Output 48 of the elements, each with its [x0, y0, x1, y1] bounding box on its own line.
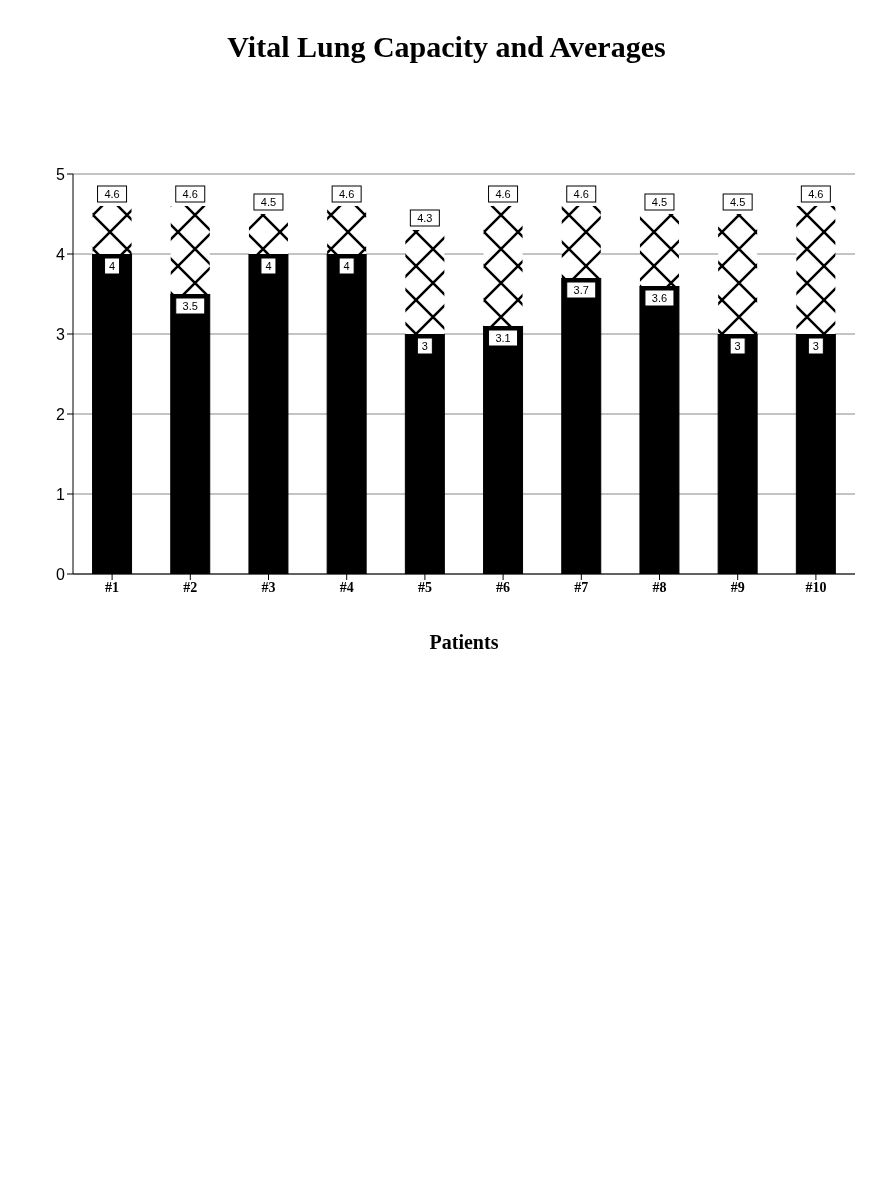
chart-title: Vital Lung Capacity and Averages	[226, 30, 667, 64]
bar	[170, 206, 210, 294]
data-label: 3.6	[651, 292, 668, 304]
bar	[405, 230, 445, 334]
data-label: 3.7	[573, 284, 589, 296]
x-axis-title: Patients	[429, 631, 499, 653]
total-label: 4.6	[182, 188, 198, 200]
x-tick-label: #5	[417, 579, 432, 595]
total-label: 4.6	[573, 188, 589, 200]
total-label: 4.6	[339, 188, 355, 200]
data-label: 3.1	[495, 332, 511, 344]
data-label: 4	[108, 260, 116, 272]
x-tick-label: #9	[730, 579, 745, 595]
total-label: 4.6	[104, 188, 120, 200]
data-label: 4	[265, 260, 272, 272]
y-tick-label: 4	[56, 245, 66, 263]
bar	[248, 214, 288, 254]
bar	[796, 206, 836, 334]
x-tick-label: #1	[105, 579, 120, 595]
x-tick-label: #4	[339, 579, 354, 595]
x-tick-label: #3	[261, 579, 276, 595]
y-tick-label: 0	[56, 565, 66, 583]
x-tick-label: #7	[574, 579, 589, 595]
total-label: 4.5	[651, 196, 668, 208]
bar	[483, 206, 523, 326]
data-label: 3.5	[182, 300, 198, 312]
data-label: 3	[421, 340, 428, 352]
y-tick-label: 3	[56, 325, 66, 343]
total-label: 4.6	[808, 188, 824, 200]
total-label: 4.5	[730, 196, 746, 208]
total-label: 4.5	[260, 196, 277, 208]
y-tick-label: 5	[56, 165, 66, 183]
x-tick-label: #6	[496, 579, 511, 595]
data-label: 3	[812, 340, 819, 352]
total-label: 4.3	[417, 212, 433, 224]
x-tick-label: #8	[652, 579, 667, 595]
bar	[561, 206, 601, 278]
y-tick-label: 1	[56, 485, 66, 503]
bar	[92, 206, 132, 254]
total-label: 4.6	[495, 188, 511, 200]
x-tick-label: #2	[183, 579, 198, 595]
bar	[639, 214, 679, 286]
bar	[718, 214, 758, 334]
x-tick-label: #10	[805, 579, 827, 595]
data-label: 4	[343, 260, 350, 272]
bar	[327, 206, 367, 254]
y-tick-label: 2	[56, 405, 66, 423]
data-label: 3	[734, 340, 741, 352]
